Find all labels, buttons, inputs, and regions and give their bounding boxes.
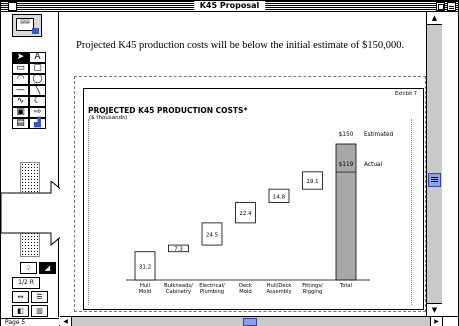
- tool-palette: ▤▤ ➤ A ▭ ▢ ◠ ◯ — ╲ ∿ ☾ ▣ ⇨ ▤ ▟ ♤ ◢ 1/2 R…: [1, 12, 59, 317]
- zoom-label: 1/2 R: [18, 279, 34, 286]
- vertical-scroll-thumb[interactable]: [428, 173, 441, 187]
- page-number-indicator[interactable]: Page 5: [1, 318, 59, 326]
- right-gutter: [442, 12, 458, 316]
- pen-swatch-icon[interactable]: ◢: [39, 262, 56, 274]
- chart-bar: [235, 202, 256, 224]
- horizontal-scrollbar[interactable]: ◀ ▶: [60, 316, 442, 326]
- window-title: K45 Proposal: [193, 1, 266, 11]
- bar-value-label: 7.3: [174, 247, 183, 253]
- text-tool-icon[interactable]: A: [29, 52, 46, 63]
- category-label: Hull/Deck: [267, 283, 292, 289]
- line-style-icon[interactable]: ☰: [31, 291, 48, 303]
- line-tool-icon[interactable]: —: [12, 85, 29, 96]
- actual-value-label: $119: [339, 162, 354, 168]
- media-tool-icon[interactable]: ▣: [12, 107, 29, 118]
- diagonal-line-tool-icon[interactable]: ╲: [29, 85, 46, 96]
- category-label: Fittings/: [302, 283, 323, 289]
- category-label: Bulkheads/: [164, 283, 193, 289]
- rounded-rect-tool-icon[interactable]: ▢: [29, 63, 46, 74]
- slide-tool-icon[interactable]: ⇨: [29, 107, 46, 118]
- chart-title: PROJECTED K45 PRODUCTION COSTS*: [88, 106, 248, 115]
- category-label: Deck: [239, 283, 252, 289]
- scroll-right-arrow-icon[interactable]: ▶: [430, 317, 442, 326]
- bar-value-label: 31.2: [139, 264, 151, 270]
- category-label: Electrical/: [199, 283, 225, 289]
- category-label: Rigging: [303, 289, 323, 295]
- figure-number: Exhibit 7: [395, 91, 417, 97]
- chart-plot-guides: [88, 119, 412, 305]
- slide-headline[interactable]: Projected K45 production costs will be b…: [76, 40, 405, 51]
- arrow-style-icon[interactable]: ↔: [12, 291, 29, 303]
- collapse-box-icon[interactable]: [447, 2, 456, 11]
- zoom-box-icon[interactable]: [436, 2, 445, 11]
- scroll-up-arrow-icon[interactable]: ▲: [427, 12, 442, 25]
- page-view-icon[interactable]: ▥: [31, 305, 48, 317]
- document-canvas[interactable]: Projected K45 production costs will be b…: [60, 12, 426, 316]
- category-label: Total: [339, 283, 352, 289]
- chart-bar: [201, 222, 223, 246]
- resize-grow-box-icon[interactable]: [442, 316, 458, 326]
- rectangle-tool-icon[interactable]: ▭: [12, 63, 29, 74]
- polygon-tool-icon[interactable]: ☾: [29, 96, 46, 107]
- page-number-label: Page 5: [5, 319, 26, 326]
- category-label: Hull: [140, 283, 150, 289]
- document-thumbnail-icon[interactable]: ▤▤: [12, 14, 42, 37]
- category-label: Mold: [239, 289, 251, 295]
- actual-legend-label: Actual: [364, 162, 383, 168]
- category-label: Plumbing: [200, 289, 224, 295]
- title-bar[interactable]: K45 Proposal: [1, 1, 458, 12]
- close-box-icon[interactable]: [8, 2, 17, 11]
- horizontal-scroll-thumb[interactable]: [243, 318, 257, 326]
- vertical-scrollbar[interactable]: ▲ ▼: [426, 12, 442, 316]
- estimated-value-label: $150: [339, 132, 354, 138]
- chart-bar: [302, 171, 323, 190]
- zoom-control[interactable]: 1/2 R: [12, 277, 40, 289]
- category-label: Assembly: [266, 289, 291, 295]
- view-mode-icon[interactable]: ◧: [12, 305, 29, 317]
- fill-swatch-icon[interactable]: ♤: [20, 262, 37, 274]
- oval-tool-icon[interactable]: ◯: [29, 74, 46, 85]
- scroll-left-arrow-icon[interactable]: ◀: [60, 317, 72, 326]
- bar-value-label: 22.4: [239, 211, 252, 217]
- chart-bar: [268, 188, 290, 203]
- bar-value-label: 24.5: [206, 232, 219, 238]
- arc-tool-icon[interactable]: ◠: [12, 74, 29, 85]
- chart-bar: [134, 251, 156, 281]
- bar-value-label: 19.1: [306, 179, 318, 185]
- category-label: Cabinetry: [166, 289, 191, 295]
- freehand-tool-icon[interactable]: ∿: [12, 96, 29, 107]
- estimated-legend-label: Estimated: [364, 132, 394, 138]
- chart-subtitle: ($ thousands): [89, 115, 128, 121]
- category-label: Mold: [139, 289, 151, 295]
- chart-frame[interactable]: Exhibit 7: [83, 88, 424, 310]
- bar-value-label: 14.8: [273, 194, 286, 200]
- chart-bar: [335, 143, 357, 281]
- waterfall-chart[interactable]: 31.2HullMold7.3Bulkheads/Cabinetry24.5El…: [60, 12, 426, 316]
- page-outline: [74, 76, 426, 312]
- picture-tool-icon[interactable]: ▤: [12, 118, 29, 129]
- chart-tool-icon[interactable]: ▟: [29, 118, 46, 129]
- scroll-down-arrow-icon[interactable]: ▼: [427, 303, 442, 316]
- arrow-tool-icon[interactable]: ➤: [12, 52, 29, 63]
- chart-bar: [168, 244, 189, 253]
